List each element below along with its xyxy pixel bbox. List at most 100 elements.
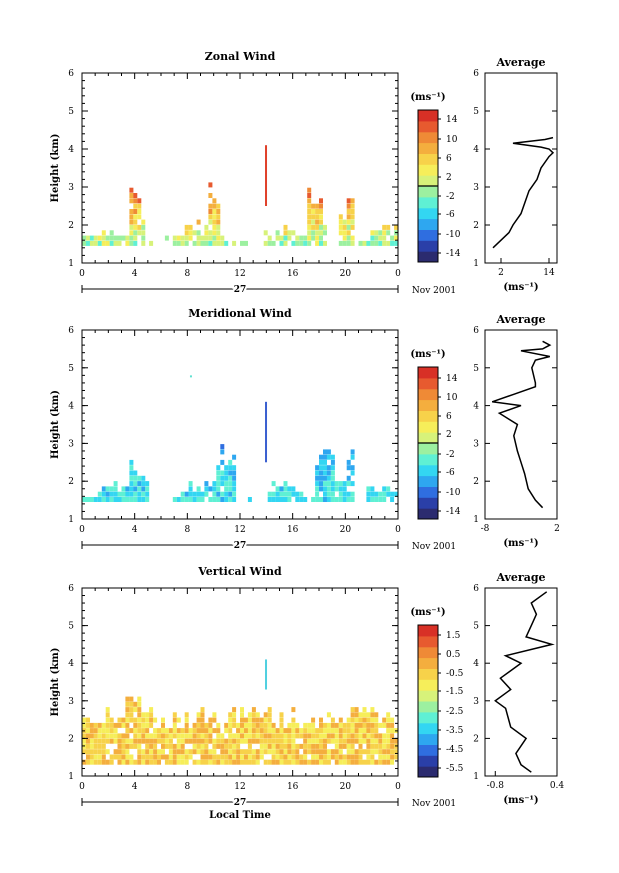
heatmap-cell <box>200 491 205 497</box>
heatmap-cell <box>149 738 154 744</box>
heatmap-cell <box>208 497 213 502</box>
heatmap-cell <box>97 749 102 755</box>
heatmap-cell <box>117 759 122 765</box>
heatmap-cell <box>370 738 375 744</box>
heatmap-cell <box>141 475 146 481</box>
heatmap-cell <box>180 754 185 760</box>
heatmap-cell <box>153 759 158 765</box>
heatmap-cell <box>232 491 237 497</box>
x-tick-label: 8 <box>184 269 190 279</box>
heatmap-cell <box>129 193 134 198</box>
heatmap-cell <box>172 733 177 739</box>
heatmap-cell <box>125 743 130 749</box>
colorbar-tick-label: -6 <box>446 468 455 478</box>
avg-x-unit: (ms⁻¹) <box>503 282 538 293</box>
heatmap-cell <box>172 712 177 718</box>
heatmap-cell <box>129 759 134 765</box>
heatmap-cell <box>172 754 177 760</box>
heatmap-cell <box>319 219 323 225</box>
heatmap-cell <box>133 198 138 204</box>
heatmap-cell <box>350 481 355 487</box>
heatmap-cell <box>263 728 268 734</box>
heatmap-cell <box>208 182 213 188</box>
heatmap-cell <box>323 470 327 476</box>
heatmap-cell <box>307 722 312 728</box>
heatmap-cell <box>251 728 256 734</box>
heatmap-cell <box>141 759 146 765</box>
heatmap-cell <box>137 497 142 502</box>
colorbar-segment <box>418 142 438 154</box>
heatmap-cell <box>259 722 264 728</box>
heatmap-cell <box>212 214 217 220</box>
heatmap-cell <box>346 749 351 755</box>
heatmap-cell <box>200 707 205 713</box>
avg-profile-line <box>492 136 555 249</box>
heatmap-cell <box>362 722 367 728</box>
heatmap-cell <box>279 497 284 502</box>
heatmap-cell <box>291 749 296 755</box>
heatmap-cell <box>326 470 331 476</box>
heatmap-cell <box>204 230 209 236</box>
heatmap-cell <box>259 717 264 723</box>
heatmap-cell <box>307 240 312 246</box>
heatmap-cell <box>342 224 347 230</box>
heatmap-cell <box>311 203 316 209</box>
heatmap-cell <box>390 491 395 497</box>
heatmap-cell <box>232 722 237 728</box>
heatmap-cell <box>137 224 142 230</box>
heatmap-cell <box>220 759 225 765</box>
heatmap-cell <box>374 749 379 755</box>
heatmap-cell <box>89 722 94 728</box>
heatmap-cell <box>330 475 335 481</box>
heatmap-cell <box>105 712 110 718</box>
heatmap-cell <box>323 481 327 487</box>
y-tick-label: 6 <box>68 326 74 336</box>
heatmap-cell <box>129 486 134 492</box>
heatmap-cell <box>216 754 221 760</box>
heatmap-cell <box>366 728 371 734</box>
heatmap-cell <box>184 749 189 755</box>
heatmap-cell <box>141 728 146 734</box>
colorbar-tick-label: -10 <box>446 230 461 240</box>
heatmap-cell <box>362 712 367 718</box>
heatmap-cell <box>323 728 327 734</box>
heatmap-cell <box>133 475 138 481</box>
heatmap-cell <box>291 717 296 723</box>
heatmap-cell <box>129 481 134 487</box>
heatmap-cell <box>208 754 213 760</box>
heatmap-cell <box>279 491 284 497</box>
heatmap-cell <box>275 754 280 760</box>
heatmap-cell <box>334 759 339 765</box>
heatmap-streak <box>265 401 268 463</box>
heatmap-cell <box>346 754 351 760</box>
heatmap-cell <box>204 491 209 497</box>
heatmap-cell <box>153 754 158 760</box>
heatmap-cell <box>105 759 110 765</box>
heatmap-cell <box>161 722 165 728</box>
heatmap-cell <box>141 717 146 723</box>
heatmap-cell <box>267 712 272 718</box>
colorbar-segment <box>418 701 438 713</box>
colorbar-segment <box>418 421 438 433</box>
heatmap-cell <box>346 240 351 246</box>
heatmap-cell <box>86 235 90 241</box>
heatmap-cell <box>176 749 181 755</box>
heatmap-cell <box>390 759 395 765</box>
heatmap-cell <box>180 759 185 765</box>
heatmap-cell <box>137 754 142 760</box>
heatmap-cell <box>188 224 193 230</box>
heatmap-cell <box>315 224 320 230</box>
heatmap-cell <box>141 219 146 225</box>
heatmap-cell <box>184 235 189 241</box>
month-label: Nov 2001 <box>412 542 456 552</box>
heatmap-cell <box>366 240 371 246</box>
heatmap-cell <box>315 749 320 755</box>
heatmap-cell <box>394 749 399 755</box>
heatmap-cell <box>137 214 142 220</box>
heatmap-cell <box>251 722 256 728</box>
heatmap-cell <box>117 754 122 760</box>
heatmap-cell <box>338 717 343 723</box>
heatmap-cell <box>326 475 331 481</box>
colorbar-segment <box>418 377 438 390</box>
heatmap-cell <box>303 754 308 760</box>
